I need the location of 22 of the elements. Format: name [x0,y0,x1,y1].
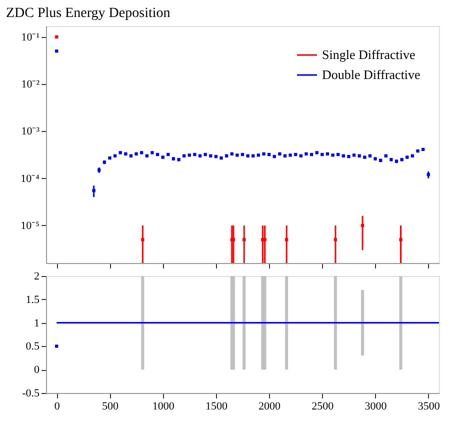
y-tick-label: 1 [34,317,40,330]
y-tick-label: 0.5 [26,340,40,353]
y-tick-label: 10⁻³ [21,126,40,138]
y-tick-label: 2 [34,270,40,282]
legend-label: Double Diffractive [322,67,421,82]
chart-title: ZDC Plus Energy Deposition [6,6,170,21]
y-tick-label: 0 [34,364,40,376]
x-tick-label: 3000 [364,400,388,412]
x-tick-label: 0 [54,400,60,412]
y-tick-label: 10⁻⁴ [20,172,40,185]
x-tick-label: 2500 [312,400,334,412]
y-tick-label: 10⁻⁵ [20,220,40,232]
y-tick-label: -0.5 [22,388,40,400]
legend-label: Single Diffractive [322,47,416,62]
y-tick-label: 10⁻¹ [21,31,40,44]
y-tick-label: 10⁻² [21,78,40,91]
x-tick-label: 3500 [418,400,440,412]
x-tick-label: 2000 [258,400,282,412]
y-tick-label: 1.5 [26,294,40,306]
x-tick-label: 500 [102,400,119,412]
x-tick-label: 1000 [152,400,175,412]
x-tick-label: 1500 [205,400,228,412]
